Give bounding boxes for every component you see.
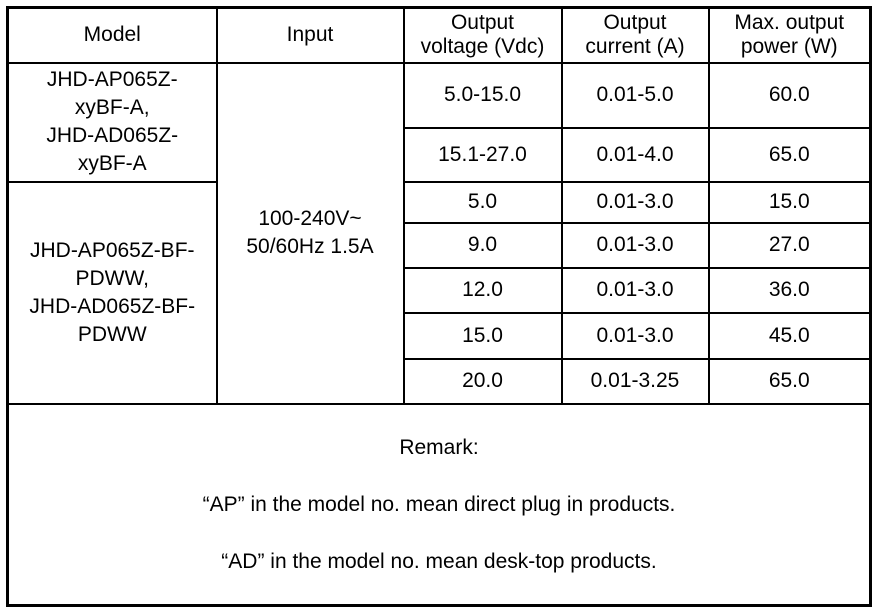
voltage-cell: 15.1-27.0 [402, 126, 563, 183]
header-input: Input [215, 6, 405, 64]
table-row: 15.0 0.01-3.0 45.0 [8, 311, 872, 360]
current-cell: 0.01-4.0 [560, 126, 710, 183]
remark-cell: Remark: “AP” in the model no. mean direc… [6, 402, 872, 606]
model-group-1-cell: JHD-AP065Z- xyBF-A, JHD-AD065Z- xyBF-A [6, 61, 218, 183]
input-value-cell: 100-240V~ 50/60Hz 1.5A [215, 61, 405, 405]
remark-line-ap: “AP” in the model no. mean direct plug i… [202, 492, 676, 516]
header-output-voltage: Output voltage (Vdc) [402, 6, 563, 64]
voltage-cell: 20.0 [402, 357, 563, 405]
voltage-cell: 12.0 [402, 266, 563, 314]
power-cell: 65.0 [707, 126, 872, 183]
current-cell: 0.01-3.0 [560, 266, 710, 314]
header-row: Model Input Output voltage (Vdc) Output … [6, 6, 872, 64]
table-row: JHD-AP065Z- xyBF-A, JHD-AD065Z- xyBF-A 1… [6, 61, 872, 405]
remark-line-ad: “AD” in the model no. mean desk-top prod… [221, 549, 657, 573]
spec-table: Model Input Output voltage (Vdc) Output … [6, 6, 872, 607]
current-cell: 0.01-3.0 [560, 180, 710, 224]
power-cell: 36.0 [707, 266, 872, 314]
table-row: 20.0 0.01-3.25 65.0 [8, 357, 872, 405]
current-cell: 0.01-3.0 [560, 311, 710, 360]
current-cell: 0.01-5.0 [560, 61, 710, 129]
table-row: JHD-AP065Z-BF- PDWW, JHD-AD065Z-BF- PDWW… [6, 180, 872, 405]
power-cell: 60.0 [707, 61, 872, 129]
remark-row: Remark: “AP” in the model no. mean direc… [6, 402, 872, 606]
power-cell: 27.0 [707, 221, 872, 269]
model-group-2-cell: JHD-AP065Z-BF- PDWW, JHD-AD065Z-BF- PDWW [6, 180, 218, 405]
voltage-cell: 9.0 [402, 221, 563, 269]
header-max-output-power: Max. output power (W) [707, 6, 872, 64]
voltage-cell: 5.0 [402, 180, 563, 224]
table-row: 9.0 0.01-3.0 27.0 [8, 221, 872, 269]
table-row: 15.1-27.0 0.01-4.0 65.0 [8, 126, 872, 183]
power-cell: 15.0 [707, 180, 872, 224]
voltage-cell: 15.0 [402, 311, 563, 360]
voltage-cell: 5.0-15.0 [402, 61, 563, 129]
current-cell: 0.01-3.0 [560, 221, 710, 269]
remark-title: Remark: [399, 435, 479, 459]
table-row: 12.0 0.01-3.0 36.0 [8, 266, 872, 314]
current-cell: 0.01-3.25 [560, 357, 710, 405]
power-cell: 45.0 [707, 311, 872, 360]
header-output-current: Output current (A) [560, 6, 710, 64]
header-model: Model [6, 6, 218, 64]
power-cell: 65.0 [707, 357, 872, 405]
